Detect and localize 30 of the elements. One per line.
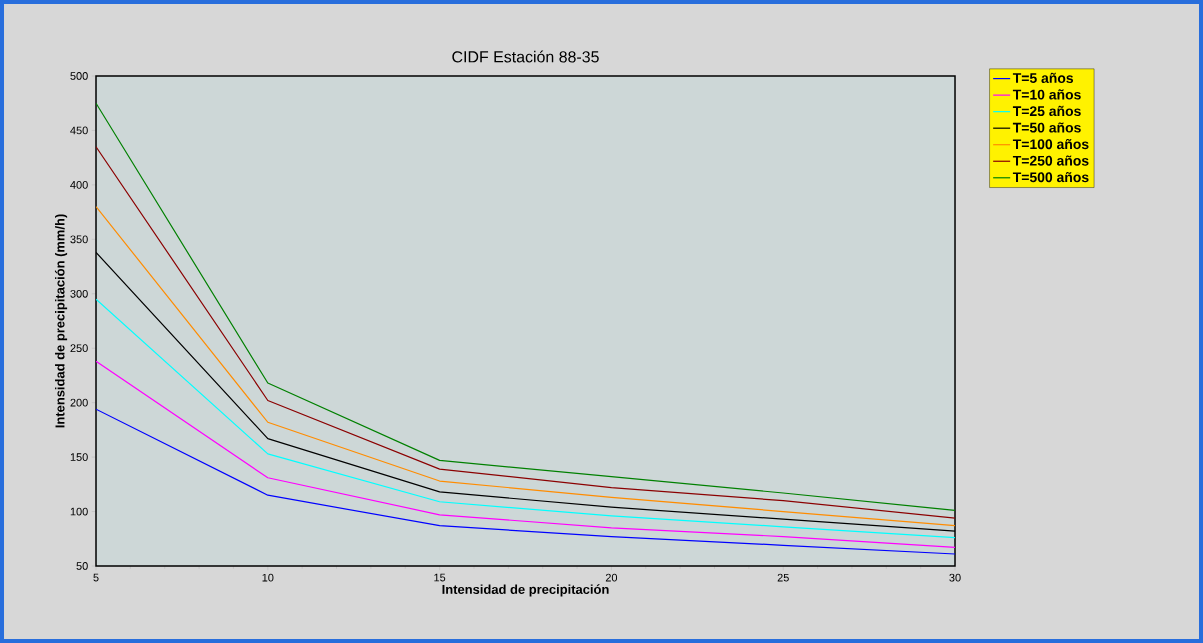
legend-label: T=50 años	[1012, 122, 1081, 133]
legend-label: T=10 años	[1012, 89, 1081, 100]
line-series	[96, 206, 956, 527]
y-tick-label: 300	[70, 289, 88, 298]
x-tick-label: 30	[949, 573, 961, 582]
x-tick-label: 10	[262, 573, 274, 582]
y-axis-title: Intensidad de precipitación (mm/h)	[54, 214, 68, 428]
y-tick-label: 150	[70, 453, 88, 461]
y-tick-label: 100	[70, 507, 88, 516]
legend-label: T=5 años	[1012, 72, 1074, 84]
legend-label: T=500 años	[1012, 172, 1089, 183]
x-tick-label: 20	[605, 573, 618, 582]
x-tick-label: 25	[777, 573, 789, 582]
legend-label: T=250 años	[1012, 155, 1089, 166]
y-tick-label: 200	[70, 398, 88, 407]
legend-label: T=25 años	[1012, 105, 1081, 117]
x-tick-label: 5	[93, 573, 99, 582]
chart-title: CIDF Estación 88-35	[452, 50, 599, 63]
y-tick-label: 250	[70, 344, 88, 353]
legend-label: T=100 años	[1012, 138, 1089, 150]
y-tick-label: 400	[70, 181, 88, 189]
y-tick-label: 450	[70, 126, 88, 135]
x-tick-label: 15	[434, 573, 446, 582]
line-series	[96, 298, 956, 539]
y-tick-label: 50	[76, 562, 88, 570]
line-series	[96, 408, 956, 555]
y-tick-label: 350	[70, 235, 88, 244]
x-axis-title: Intensidad de precipitación	[442, 584, 609, 597]
line-series	[96, 360, 956, 549]
y-tick-label: 500	[70, 72, 88, 80]
